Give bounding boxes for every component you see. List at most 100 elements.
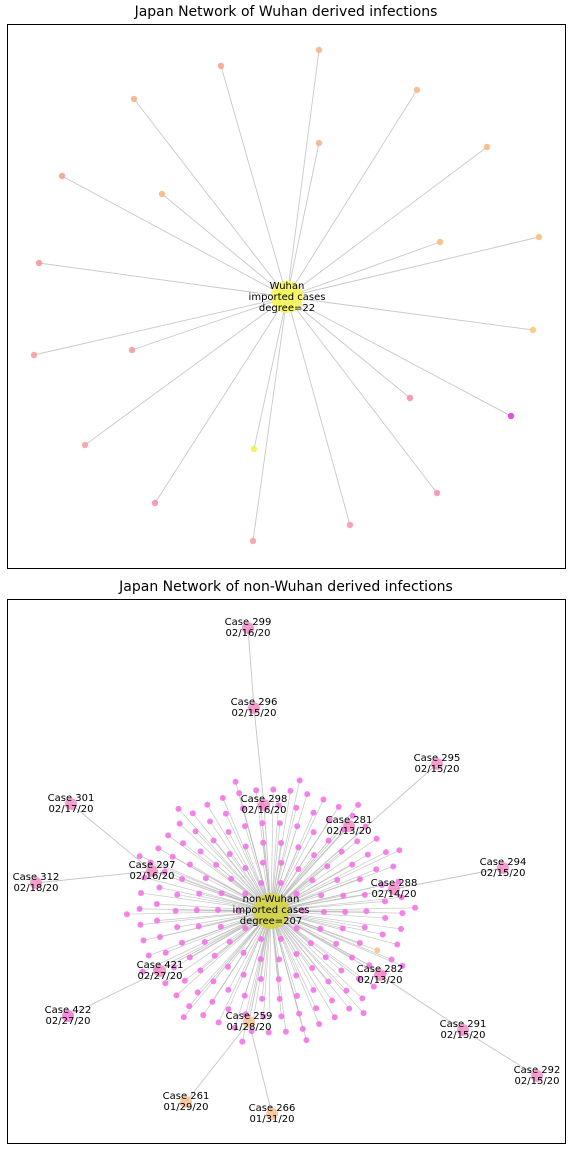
network-edge — [286, 296, 512, 417]
non-wuhan-edges — [35, 627, 538, 1115]
cluster-node — [195, 923, 202, 930]
network-edge — [270, 910, 360, 980]
non-wuhan-network-panel: Case 299 02/16/20 Case 296 02/15/20 Case 295… — [7, 599, 566, 1144]
network-edge — [270, 851, 387, 912]
cluster-node — [241, 992, 248, 999]
cluster-node — [224, 963, 231, 970]
network-edge — [268, 910, 272, 1033]
network-edge — [286, 241, 441, 298]
network-edge — [222, 797, 272, 912]
case-number: Case 298 — [241, 794, 288, 805]
network-edge — [270, 910, 287, 1032]
cluster-node — [242, 925, 249, 932]
cluster-node — [310, 829, 317, 836]
cluster-node — [162, 949, 169, 956]
case-label: Case 301 02/17/20 — [48, 793, 95, 815]
cluster-node — [165, 832, 172, 839]
cluster-node — [174, 891, 181, 898]
cluster-node — [309, 877, 316, 884]
cluster-node — [342, 909, 349, 916]
cluster-node — [325, 837, 332, 844]
cluster-node — [239, 1038, 246, 1045]
network-edge — [235, 781, 272, 912]
network-edge — [165, 910, 272, 954]
cluster-node — [309, 965, 316, 972]
cluster-node — [225, 1006, 232, 1013]
network-edge — [178, 808, 272, 912]
cluster-node — [278, 1013, 285, 1020]
cluster-node — [225, 986, 232, 993]
wuhan-network-panel: Wuhan imported cases degree=22 — [7, 24, 566, 569]
cluster-node — [360, 1010, 367, 1017]
network-edge — [255, 790, 272, 912]
cluster-node — [194, 989, 201, 996]
cluster-node — [296, 777, 303, 784]
cluster-node — [231, 1024, 238, 1031]
case-node — [243, 1016, 255, 1028]
cluster-node — [260, 1013, 267, 1020]
cluster-node — [157, 933, 164, 940]
cluster-node — [260, 839, 267, 846]
cluster-node — [153, 917, 160, 924]
case-date: 02/13/20 — [358, 975, 403, 986]
network-edge — [154, 296, 288, 504]
cluster-node — [204, 801, 211, 808]
cluster-node — [215, 1019, 222, 1026]
cluster-node — [287, 787, 294, 794]
cluster-node — [307, 940, 314, 947]
network-edge — [270, 868, 377, 912]
network-node — [217, 62, 225, 70]
network-edge — [206, 804, 272, 912]
cluster-node — [379, 931, 386, 938]
case-node — [497, 862, 509, 874]
cluster-node — [276, 820, 283, 827]
cluster-node — [388, 956, 395, 963]
cluster-node — [326, 817, 333, 824]
cluster-node — [123, 911, 130, 918]
network-edge — [270, 910, 384, 974]
network-edge — [286, 296, 438, 494]
case-label: Case 299 02/16/20 — [225, 617, 272, 639]
network-node — [130, 95, 138, 103]
network-edge — [156, 910, 272, 921]
case-number: Case 422 — [45, 1005, 92, 1016]
network-edge — [253, 296, 288, 450]
network-edge — [33, 296, 288, 356]
case-label: Case 259 01/28/20 — [226, 1011, 273, 1033]
cluster-node — [276, 956, 283, 963]
network-edge — [192, 813, 272, 912]
case-label: Case 292 02/15/20 — [514, 1065, 561, 1087]
case-number: Case 261 — [163, 1091, 210, 1102]
network-edge — [270, 910, 350, 1009]
network-edge — [270, 896, 402, 912]
cluster-node — [181, 977, 188, 984]
cluster-node — [228, 875, 235, 882]
cluster-node — [293, 804, 300, 811]
cluster-node — [293, 992, 300, 999]
case-node — [431, 758, 443, 770]
hub-label-line: non-Wuhan — [243, 894, 300, 905]
cluster-node — [145, 952, 152, 959]
network-node — [406, 394, 414, 402]
network-edge — [393, 867, 504, 890]
cluster-node — [236, 908, 243, 914]
network-edge — [270, 910, 398, 945]
cluster-node — [153, 900, 160, 907]
cluster-node — [200, 1012, 207, 1019]
cluster-node — [310, 987, 317, 994]
cluster-node — [206, 818, 213, 825]
cluster-node — [299, 1025, 306, 1032]
case-number: Case 301 — [48, 793, 95, 804]
cluster-node — [324, 863, 331, 870]
network-edge — [286, 296, 351, 526]
cluster-node — [399, 962, 406, 969]
case-node — [266, 1108, 278, 1120]
cluster-node — [213, 861, 220, 868]
network-node — [433, 489, 441, 497]
cluster-node — [355, 801, 362, 808]
cluster-node — [259, 995, 266, 1002]
cluster-node — [173, 992, 180, 999]
cluster-node — [219, 794, 226, 801]
network-edge — [140, 910, 272, 926]
cluster-node — [361, 891, 368, 898]
